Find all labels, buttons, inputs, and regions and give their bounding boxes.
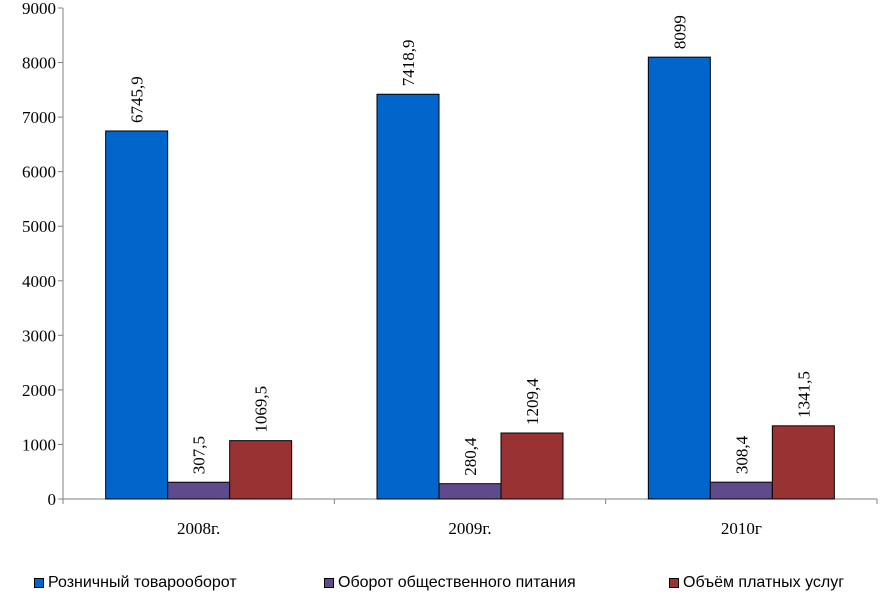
legend-label-catering: Оборот общественного питания: [338, 574, 576, 591]
bar: [376, 93, 440, 500]
bar: [647, 56, 711, 500]
bar-chart: 0 1000 2000 3000 4000 5000 6000 7000 8000 9000 20…: [22, 0, 878, 538]
legend-item-retail: Розничный товарооборот: [34, 574, 237, 592]
y-tick-label: 7000: [22, 108, 56, 127]
y-tick-label: 6000: [22, 163, 56, 182]
legend-item-catering: Оборот общественного питания: [324, 574, 576, 592]
y-tick-label: 4000: [22, 272, 56, 291]
data-labels: 6745,9 307,5 1069,5 7418,9 280,4 1209,4 8099 30…: [128, 15, 814, 476]
legend: Розничный товарооборот Оборот общественн…: [0, 570, 881, 596]
bar-data-label: 307,5: [190, 436, 209, 474]
y-tick-label: 9000: [22, 0, 56, 18]
y-tick-label: 5000: [22, 217, 56, 236]
x-tick-label: 2009г.: [448, 519, 491, 538]
bar-data-label: 6745,9: [128, 76, 147, 123]
y-tick-label: 8000: [22, 54, 56, 73]
y-tick-label: 2000: [22, 381, 56, 400]
bar-data-label: 1341,5: [794, 371, 813, 418]
bar-data-label: 280,4: [461, 437, 480, 476]
bar-data-label: 8099: [670, 15, 689, 49]
y-axis: 0 1000 2000 3000 4000 5000 6000 7000 8000 9000: [22, 0, 64, 509]
y-tick-label: 1000: [22, 435, 56, 454]
legend-label-services: Объём платных услуг: [683, 574, 845, 591]
bar: [771, 425, 835, 500]
bar: [229, 440, 293, 500]
legend-label-retail: Розничный товарооборот: [48, 574, 237, 591]
bar-data-label: 1209,4: [523, 378, 542, 425]
x-axis: 2008г. 2009г. 2010г: [62, 498, 878, 538]
bar: [500, 432, 564, 500]
legend-swatch-catering: [324, 578, 334, 588]
bar: [438, 483, 502, 500]
y-tick-label: 0: [48, 490, 57, 509]
bar-data-label: 7418,9: [399, 40, 418, 87]
legend-item-services: Объём платных услуг: [669, 574, 844, 592]
bar-data-label: 308,4: [732, 435, 751, 474]
bars: [105, 56, 835, 500]
bar: [105, 130, 169, 500]
x-tick-label: 2008г.: [177, 519, 220, 538]
bar: [709, 481, 773, 500]
x-tick-label: 2010г: [721, 519, 762, 538]
bar: [167, 481, 231, 500]
bar-data-label: 1069,5: [252, 386, 271, 433]
legend-swatch-services: [669, 578, 679, 588]
legend-swatch-retail: [34, 578, 44, 588]
y-tick-label: 3000: [22, 326, 56, 345]
